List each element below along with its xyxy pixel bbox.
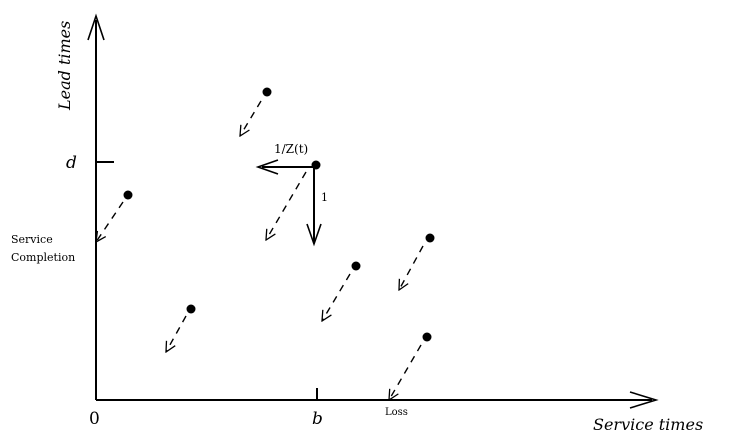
- rate-arrowhead: [255, 159, 279, 175]
- unit-arrowhead: [306, 223, 322, 247]
- trajectory-arrow: [266, 171, 307, 240]
- customer-4: [166, 304, 196, 353]
- origin-label: 0: [89, 409, 100, 429]
- trajectory-arrow: [240, 100, 262, 136]
- customer-1: [96, 190, 133, 243]
- customer-point: [351, 261, 361, 271]
- customer-point: [422, 332, 432, 342]
- b-label: b: [312, 409, 323, 429]
- rate-label: 1/Z(t): [274, 142, 308, 156]
- x-axis-label: Service times: [593, 415, 703, 434]
- customer-point: [311, 160, 321, 170]
- customer-point: [186, 304, 196, 314]
- customer-point: [262, 87, 272, 97]
- loss-label: Loss: [385, 407, 408, 418]
- customer-2: [240, 87, 272, 137]
- service-completion-label-line1: Service: [11, 233, 53, 246]
- unit-label: 1: [321, 191, 328, 204]
- x-axis-arrowhead: [629, 391, 659, 409]
- trajectory-arrow: [166, 315, 187, 352]
- trajectory-arrow: [322, 273, 351, 321]
- y-axis-label: Lead times: [55, 21, 74, 111]
- customer-5: [322, 261, 361, 322]
- customer-7-loss: [389, 332, 432, 401]
- d-label: d: [66, 153, 77, 173]
- trajectory-arrow: [399, 245, 424, 290]
- service-completion-label-line2: Completion: [11, 251, 75, 264]
- customer-point: [123, 190, 133, 200]
- customer-3-highlighted: 1/Z(t) 1: [255, 142, 328, 247]
- y-axis-arrowhead: [87, 13, 105, 41]
- trajectory-arrow: [389, 344, 422, 400]
- customer-point: [425, 233, 435, 243]
- trajectory-arrow: [96, 201, 124, 242]
- customer-6: [399, 233, 435, 291]
